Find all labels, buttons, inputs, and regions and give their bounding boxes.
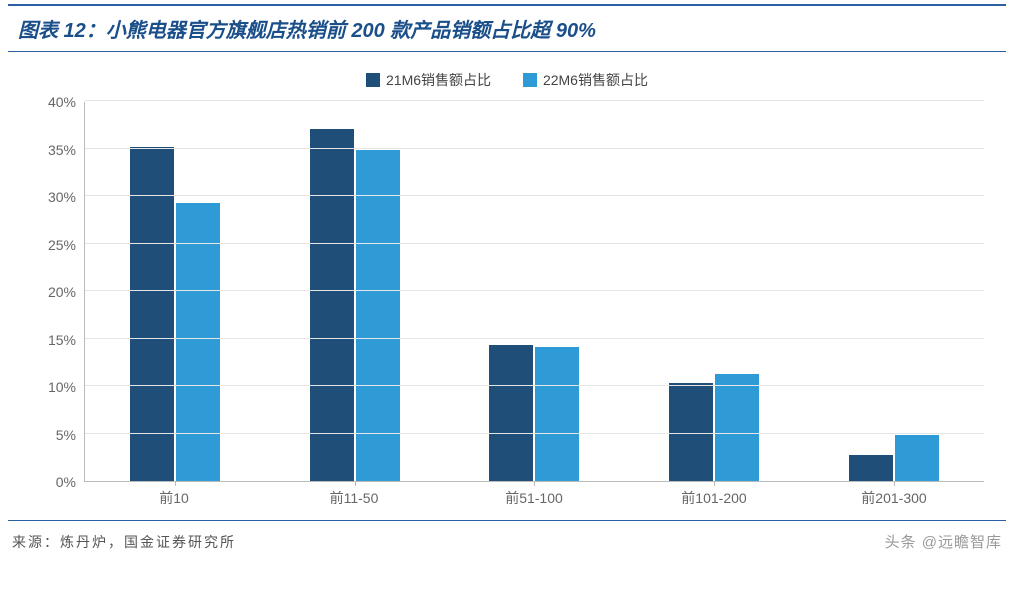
- bar-series2: [895, 435, 939, 481]
- watermark: 头条 @远瞻智库: [885, 531, 1002, 552]
- legend-swatch-2: [523, 73, 537, 87]
- x-axis-labels: 前10前11-50前51-100前101-200前201-300: [84, 482, 984, 512]
- x-label: 前201-300: [804, 482, 984, 512]
- y-tick-label: 40%: [48, 94, 76, 110]
- gridline: [85, 148, 984, 149]
- bar-group: [624, 102, 804, 481]
- bar-series1: [849, 455, 893, 481]
- bar-series1: [310, 129, 354, 481]
- gridline: [85, 100, 984, 101]
- bar-series2: [535, 347, 579, 481]
- y-tick-label: 0%: [56, 474, 76, 490]
- bar-series2: [356, 150, 400, 481]
- y-tick-label: 25%: [48, 237, 76, 253]
- gridline: [85, 290, 984, 291]
- chart-title-bar: 图表 12：小熊电器官方旗舰店热销前 200 款产品销额占比超 90%: [8, 4, 1006, 52]
- chart: 0%5%10%15%20%25%30%35%40% 前10前11-50前51-1…: [30, 102, 984, 512]
- bar-series2: [176, 203, 220, 481]
- y-tick-label: 10%: [48, 379, 76, 395]
- bar-group: [265, 102, 445, 481]
- y-tick-label: 30%: [48, 189, 76, 205]
- gridline: [85, 338, 984, 339]
- footer: 来源：炼丹炉，国金证券研究所 头条 @远瞻智库: [8, 520, 1006, 552]
- source-text: 来源：炼丹炉，国金证券研究所: [12, 532, 236, 552]
- x-label: 前11-50: [264, 482, 444, 512]
- bar-groups: [85, 102, 984, 481]
- legend-label-1: 21M6销售额占比: [386, 70, 491, 90]
- bar-group: [804, 102, 984, 481]
- gridline: [85, 385, 984, 386]
- legend-swatch-1: [366, 73, 380, 87]
- legend-item-2: 22M6销售额占比: [523, 70, 648, 90]
- legend-item-1: 21M6销售额占比: [366, 70, 491, 90]
- plot-area: [84, 102, 984, 482]
- y-tick-label: 35%: [48, 142, 76, 158]
- y-tick-label: 15%: [48, 332, 76, 348]
- y-tick-label: 20%: [48, 284, 76, 300]
- x-label: 前10: [84, 482, 264, 512]
- bar-series1: [489, 345, 533, 481]
- gridline: [85, 195, 984, 196]
- y-tick-label: 5%: [56, 427, 76, 443]
- legend: 21M6销售额占比 22M6销售额占比: [0, 70, 1014, 90]
- y-axis: 0%5%10%15%20%25%30%35%40%: [30, 102, 84, 482]
- x-label: 前101-200: [624, 482, 804, 512]
- gridline: [85, 433, 984, 434]
- gridline: [85, 243, 984, 244]
- bar-series2: [715, 374, 759, 481]
- chart-title: 图表 12：小熊电器官方旗舰店热销前 200 款产品销额占比超 90%: [18, 20, 596, 42]
- bar-group: [445, 102, 625, 481]
- bar-group: [85, 102, 265, 481]
- bar-series1: [130, 147, 174, 481]
- x-label: 前51-100: [444, 482, 624, 512]
- legend-label-2: 22M6销售额占比: [543, 70, 648, 90]
